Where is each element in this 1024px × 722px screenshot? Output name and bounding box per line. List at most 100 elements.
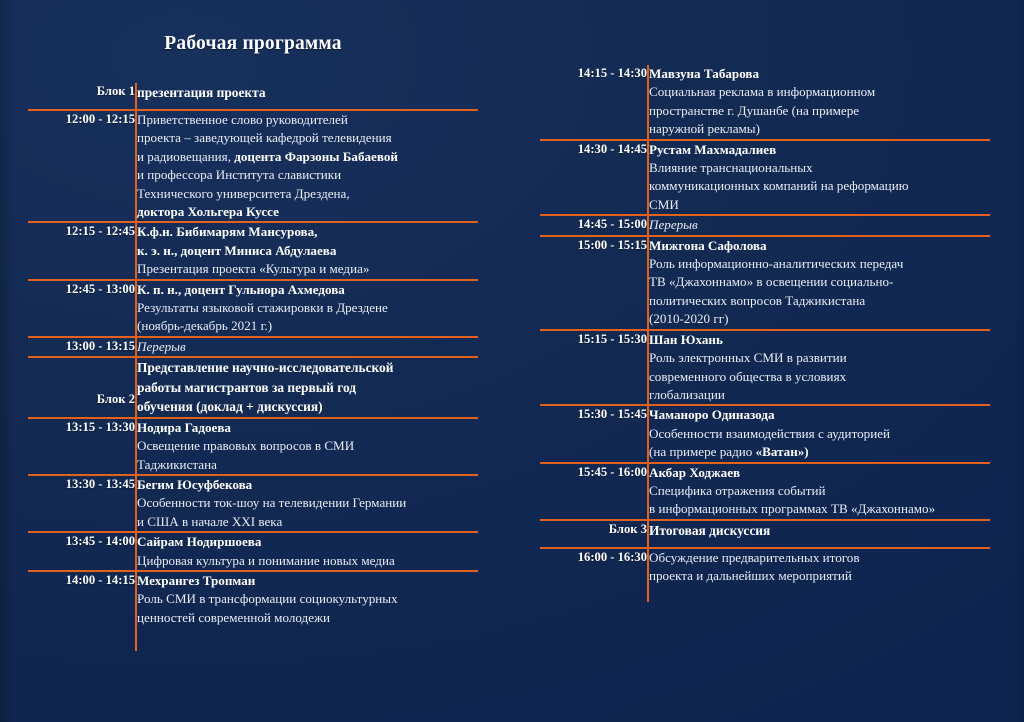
session-line: и профессора Института славистики xyxy=(137,167,342,183)
session-line: глобализации xyxy=(649,386,725,402)
session-line: в информационных программах ТВ «Джахонна… xyxy=(649,501,936,517)
session-line: Чаманоро Одиназода xyxy=(649,407,775,423)
session-line: Влияние транснациональных xyxy=(649,160,813,176)
session-description: Рустам Махмадалиев Влияние транснациональ… xyxy=(648,138,990,216)
session-line: Акбар Ходжаев xyxy=(649,464,741,480)
session-line: к. э. н., доцент Миниса Абдулаева xyxy=(137,242,337,258)
page-title: Рабочая программа xyxy=(164,33,342,54)
vertical-rule xyxy=(135,627,137,652)
rule-tail-left xyxy=(28,627,478,652)
table-row: 15:00 - 15:15 Мижгона Сафолова Роль информ… xyxy=(540,234,990,330)
session-line: Обсуждение предварительных итогов xyxy=(649,549,860,565)
table-row: 12:45 - 13:00 К. п. н., доцент Гульнора А… xyxy=(28,278,478,337)
table-row: Блок 3 Итоговая дискуссия xyxy=(540,518,990,548)
title-spacer xyxy=(28,65,478,83)
time-label: 15:45 - 16:00 xyxy=(540,461,649,520)
table-row: 15:45 - 16:00 Акбар Ходжаев Специфика отра… xyxy=(540,461,990,520)
time-label: 14:00 - 14:15 xyxy=(28,570,137,628)
session-line: Нодира Гадоева xyxy=(137,419,231,435)
session-line: Социальная реклама в информационном xyxy=(649,84,876,100)
session-line: Шан Юхань xyxy=(649,331,723,347)
session-line: Цифровая культура и понимание новых меди… xyxy=(137,552,395,568)
table-row: Блок 2 Представление научно-исследователь… xyxy=(28,356,478,418)
session-line: Сайрам Нодиршоева xyxy=(137,534,262,550)
session-line: Специфика отражения событий xyxy=(649,482,826,498)
table-row: 15:30 - 15:45 Чаманоро Одиназода Особеннос… xyxy=(540,404,990,463)
session-line: Результаты языковой стажировки в Дрезден… xyxy=(137,300,388,316)
table-row: 14:30 - 14:45 Рустам Махмадалиев Влияние т… xyxy=(540,138,990,216)
session-description: Представление научно-исследовательской ра… xyxy=(136,356,478,418)
time-label: 12:45 - 13:00 xyxy=(28,278,137,337)
time-label: 13:15 - 13:30 xyxy=(28,416,137,475)
time-label: Блок 3 xyxy=(540,518,649,548)
rule-tail-right xyxy=(540,585,990,610)
time-label: 13:45 - 14:00 xyxy=(28,531,137,572)
table-row: 14:00 - 14:15 Мехрангез Тропман Роль СМИ в… xyxy=(28,570,478,628)
session-description: Мавзуна Табарова Социальная реклама в инф… xyxy=(648,65,990,140)
session-line: Перерыв xyxy=(137,338,186,354)
schedule-table-right: 14:15 - 14:30 Мавзуна Табарова Социальная … xyxy=(540,65,990,586)
session-line: (на примере радио «Ватан») xyxy=(649,444,809,460)
emphasis-text: доцента Фарзоны Бабаевой xyxy=(234,148,398,164)
time-label: Блок 1 xyxy=(28,83,137,110)
table-row: 15:15 - 15:30 Шан Юхань Роль электронных С… xyxy=(540,328,990,406)
session-line: и радиовещания, доцента Фарзоны Бабаевой xyxy=(137,148,398,164)
session-description: Мехрангез Тропман Роль СМИ в трансформаци… xyxy=(136,570,478,628)
time-label: 15:00 - 15:15 xyxy=(540,234,649,330)
session-line: Мижгона Сафолова xyxy=(649,237,767,253)
right-column: 14:15 - 14:30 Мавзуна Табарова Социальная … xyxy=(512,0,1024,722)
table-row: 12:00 - 12:15 Приветственное слово руково… xyxy=(28,108,478,223)
session-line: СМИ xyxy=(649,196,679,212)
session-line: Роль электронных СМИ в развитии xyxy=(649,350,847,366)
table-row: 16:00 - 16:30 Обсуждение предварительных … xyxy=(540,546,990,586)
session-line: Роль СМИ в трансформации социокультурных xyxy=(137,591,398,607)
session-description: Бегим Юсуфбекова Особенности ток-шоу на т… xyxy=(136,473,478,533)
session-description: Чаманоро Одиназода Особенности взаимодейс… xyxy=(648,404,990,463)
right-column-spacer xyxy=(540,0,990,65)
schedule-table-left: Блок 1 презентация проекта 12:00 - 12:15 Пр… xyxy=(28,83,478,628)
session-description: Сайрам Нодиршоева Цифровая культура и пон… xyxy=(136,531,478,572)
time-label: Блок 2 xyxy=(28,356,137,418)
session-line: ценностей современной молодежи xyxy=(137,609,331,625)
time-label: 14:30 - 14:45 xyxy=(540,138,649,216)
session-line: Перерыв xyxy=(649,217,698,233)
session-line: Технического университета Дрездена, xyxy=(137,185,350,201)
session-description: Мижгона Сафолова Роль информационно-анали… xyxy=(648,234,990,330)
session-line: проекта и дальнейших мероприятий xyxy=(649,568,852,584)
session-line: ТВ «Джахоннамо» в освещении социально- xyxy=(649,274,894,290)
session-line: политических вопросов Таджикистана xyxy=(649,292,866,308)
session-line: Роль информационно-аналитических передач xyxy=(649,256,904,272)
session-line: Таджикистана xyxy=(137,456,217,472)
time-label: 15:15 - 15:30 xyxy=(540,328,649,406)
time-label: 15:30 - 15:45 xyxy=(540,404,649,463)
session-description: Акбар Ходжаев Специфика отражения событий… xyxy=(648,461,990,520)
session-line: Представление научно-исследовательской xyxy=(137,360,394,376)
session-line: презентация проекта xyxy=(137,85,266,100)
table-row: Блок 1 презентация проекта xyxy=(28,83,478,110)
session-line: (ноябрь-декабрь 2021 г.) xyxy=(137,318,273,334)
session-line: К.ф.н. Бибимарям Мансурова, xyxy=(137,224,318,240)
session-description: К. п. н., доцент Гульнора Ахмедова Резуль… xyxy=(136,278,478,337)
session-line: (2010-2020 гг) xyxy=(649,311,729,327)
session-line: Презентация проекта «Культура и медиа» xyxy=(137,261,370,277)
session-description: Приветственное слово руководителей проект… xyxy=(136,108,478,223)
table-row: 14:15 - 14:30 Мавзуна Табарова Социальная … xyxy=(540,65,990,140)
time-label: 12:00 - 12:15 xyxy=(28,108,137,223)
time-label: 12:15 - 12:45 xyxy=(28,221,137,280)
left-column: Рабочая программа Блок 1 презентация прое… xyxy=(28,33,478,652)
schedule-body-right: 14:15 - 14:30 Мавзуна Табарова Социальная … xyxy=(540,65,990,586)
session-line: обучения (доклад + дискуссия) xyxy=(137,399,323,415)
table-row: 13:30 - 13:45 Бегим Юсуфбекова Особенности… xyxy=(28,473,478,533)
session-line: коммуникационных компаний на реформацию xyxy=(649,178,909,194)
time-label: 13:30 - 13:45 xyxy=(28,473,137,533)
vertical-rule xyxy=(647,585,649,602)
session-line: пространстве г. Душанбе (на примере xyxy=(649,102,860,118)
time-label: 16:00 - 16:30 xyxy=(540,546,649,586)
session-line: и США в начале XXI века xyxy=(137,513,283,529)
time-label: 14:15 - 14:30 xyxy=(540,65,649,140)
table-row: 14:45 - 15:00 Перерыв xyxy=(540,214,990,236)
session-line: Особенности взаимодействия с аудиторией xyxy=(649,425,891,441)
session-line: Приветственное слово руководителей xyxy=(137,112,348,127)
session-line: работы магистрантов за первый год xyxy=(137,379,357,395)
